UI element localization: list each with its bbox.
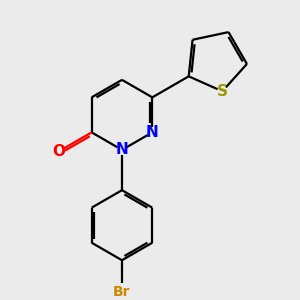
Text: N: N bbox=[146, 125, 159, 140]
Text: O: O bbox=[52, 144, 65, 159]
Text: S: S bbox=[217, 84, 228, 99]
Text: N: N bbox=[116, 142, 128, 158]
Text: Br: Br bbox=[113, 285, 131, 299]
